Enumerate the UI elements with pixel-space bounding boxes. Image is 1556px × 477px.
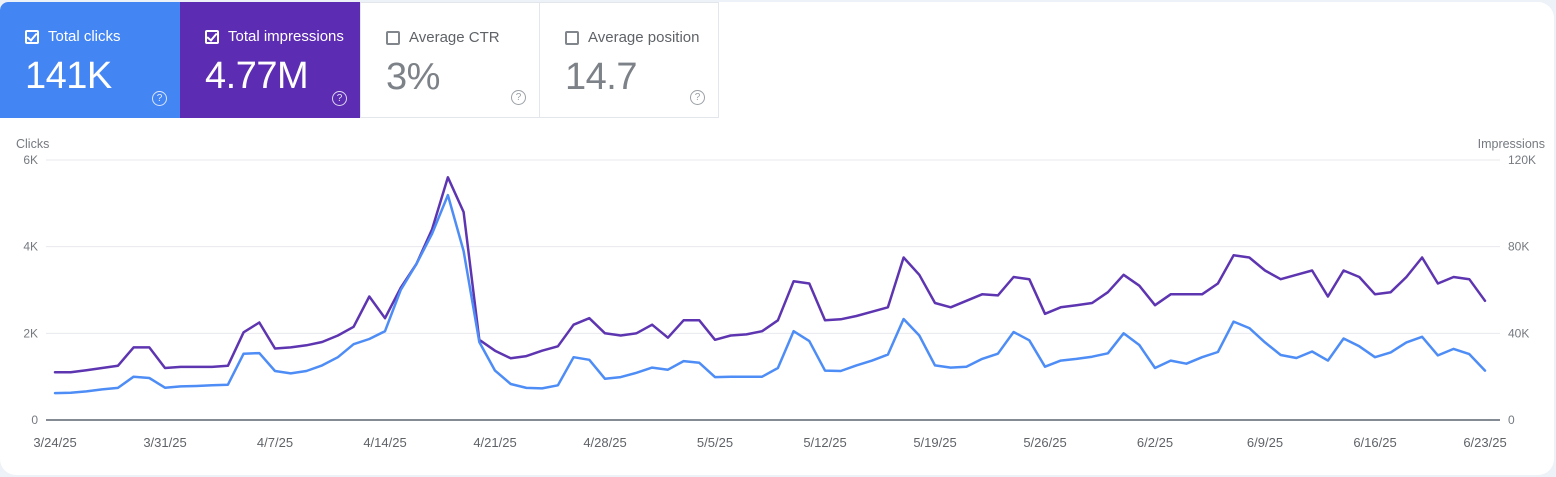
help-icon[interactable]: ? [511,90,526,105]
x-axis-tick: 6/16/25 [1353,435,1396,450]
performance-chart[interactable]: 6K 120K 4K 80K 2K 40K 0 0 Clicks Impressions 3/24/… [0,133,1554,475]
average-ctr-label: Average CTR [409,29,500,46]
average-position-card[interactable]: Average position 14.7 ? [539,2,719,118]
total-impressions-card[interactable]: Total impressions 4.77M ? [180,2,360,118]
x-axis-tick: 4/28/25 [583,435,626,450]
x-axis-tick: 3/24/25 [33,435,76,450]
metric-cards-row: Total clicks 141K ? Total impressions 4.… [0,2,719,118]
average-ctr-value: 3% [386,56,440,98]
average-position-checkbox-unchecked-icon[interactable] [565,30,579,45]
y-axis-tick-left: 2K [23,326,38,340]
average-ctr-card[interactable]: Average CTR 3% ? [360,2,540,118]
x-axis-tick: 4/14/25 [363,435,406,450]
x-axis-tick: 5/19/25 [913,435,956,450]
average-ctr-checkbox-unchecked-icon[interactable] [386,30,400,45]
x-axis-tick: 6/2/25 [1137,435,1173,450]
average-position-value: 14.7 [565,56,637,98]
y-axis-tick-left: 6K [23,153,38,167]
x-axis-tick: 3/31/25 [143,435,186,450]
x-axis-tick: 6/9/25 [1247,435,1283,450]
y-axis-tick-right: 0 [1508,413,1515,427]
y-axis-tick-right: 80K [1508,240,1529,254]
left-axis-title: Clicks [16,137,49,151]
clicks-line [53,193,1487,395]
impressions-line [53,176,1487,374]
y-axis-tick-right: 40K [1508,326,1529,340]
total-clicks-card[interactable]: Total clicks 141K ? [0,2,180,118]
average-position-label: Average position [588,29,700,46]
y-axis-tick-right: 120K [1508,153,1536,167]
total-clicks-value: 141K [25,55,112,97]
total-impressions-checkbox-checked-icon[interactable] [205,29,219,44]
x-axis-tick: 5/26/25 [1023,435,1066,450]
right-axis-title: Impressions [1478,137,1545,151]
y-axis-tick-left: 4K [23,240,38,254]
x-axis-tick: 4/21/25 [473,435,516,450]
x-axis-tick: 6/23/25 [1463,435,1506,450]
total-clicks-checkbox-checked-icon[interactable] [25,29,39,44]
help-icon[interactable]: ? [332,91,347,106]
help-icon[interactable]: ? [690,90,705,105]
help-icon[interactable]: ? [152,91,167,106]
x-axis-tick: 5/5/25 [697,435,733,450]
x-axis-tick: 5/12/25 [803,435,846,450]
x-axis-tick: 4/7/25 [257,435,293,450]
total-clicks-label: Total clicks [48,28,121,45]
total-impressions-label: Total impressions [228,28,344,45]
total-impressions-value: 4.77M [205,55,309,97]
y-axis-tick-left: 0 [31,413,38,427]
